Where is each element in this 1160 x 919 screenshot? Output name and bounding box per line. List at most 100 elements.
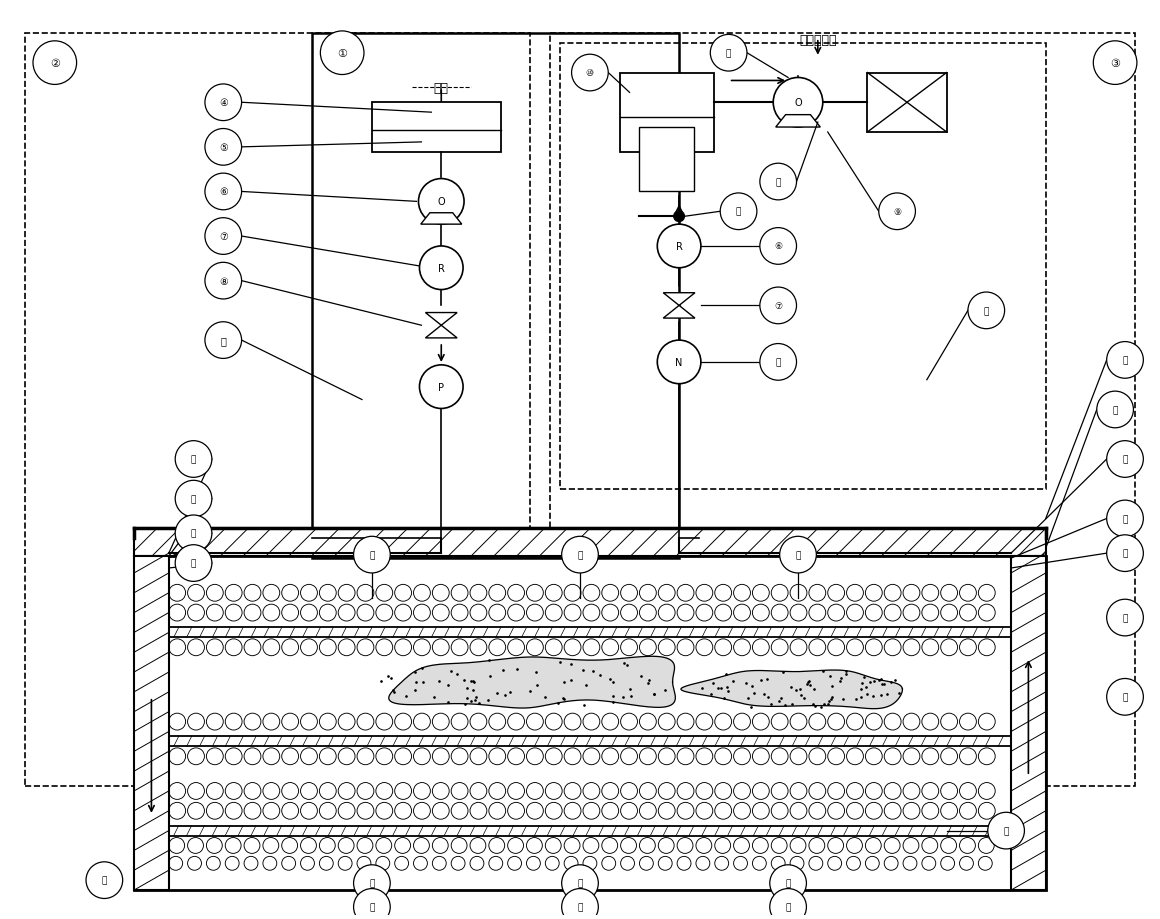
- Circle shape: [760, 288, 797, 324]
- Circle shape: [967, 293, 1005, 329]
- Circle shape: [175, 516, 212, 552]
- Bar: [135, 528, 1046, 557]
- Text: ㉖: ㉖: [1003, 826, 1009, 835]
- Text: ⑭: ⑭: [1112, 405, 1118, 414]
- Text: N: N: [675, 357, 683, 368]
- Bar: [550, 34, 1134, 786]
- Circle shape: [1107, 501, 1144, 538]
- Text: ⑮: ⑮: [1123, 356, 1128, 365]
- Circle shape: [205, 323, 241, 359]
- Text: ㉒: ㉒: [785, 879, 791, 888]
- Text: ⑦: ⑦: [774, 301, 782, 311]
- Text: ⑨: ⑨: [893, 208, 901, 217]
- Text: ⑲: ⑲: [191, 559, 196, 568]
- Polygon shape: [426, 326, 457, 338]
- Text: 排放至大气: 排放至大气: [799, 34, 836, 47]
- Circle shape: [32, 41, 77, 85]
- Text: ⑰: ⑰: [1123, 455, 1128, 464]
- Circle shape: [354, 865, 390, 902]
- Text: ㉑: ㉑: [578, 879, 582, 888]
- Circle shape: [770, 889, 806, 919]
- Text: ④: ④: [219, 98, 227, 108]
- Text: ⑰: ⑰: [191, 455, 196, 464]
- Bar: [135, 557, 168, 891]
- Circle shape: [1107, 535, 1144, 572]
- Text: ②: ②: [50, 59, 60, 69]
- Polygon shape: [389, 656, 675, 709]
- Circle shape: [175, 441, 212, 478]
- Circle shape: [1107, 679, 1144, 715]
- Circle shape: [420, 246, 463, 290]
- Polygon shape: [664, 293, 695, 306]
- Text: ⑱: ⑱: [1123, 515, 1128, 524]
- Text: O: O: [437, 198, 445, 207]
- Text: ⑬: ⑬: [220, 335, 226, 346]
- Circle shape: [354, 537, 390, 573]
- Bar: [26, 34, 530, 786]
- Text: ⑳: ⑳: [102, 876, 107, 885]
- Circle shape: [988, 812, 1024, 849]
- Text: P: P: [438, 382, 444, 392]
- Circle shape: [354, 889, 390, 919]
- Circle shape: [205, 263, 241, 300]
- Text: R: R: [675, 242, 682, 252]
- Bar: [135, 557, 1046, 891]
- Bar: [639, 128, 694, 192]
- Circle shape: [1107, 342, 1144, 379]
- Circle shape: [1107, 599, 1144, 636]
- Text: ③: ③: [1110, 59, 1121, 69]
- Circle shape: [86, 862, 123, 899]
- Text: ⑯: ⑯: [191, 494, 196, 504]
- Bar: [560, 44, 1046, 489]
- Text: ㉑: ㉑: [785, 902, 791, 912]
- Circle shape: [1094, 41, 1137, 85]
- Circle shape: [561, 537, 599, 573]
- Text: ⑬: ⑬: [984, 307, 989, 315]
- Text: ⑩: ⑩: [586, 69, 594, 78]
- Bar: [372, 103, 501, 153]
- Circle shape: [1096, 391, 1133, 428]
- Bar: [868, 74, 947, 133]
- Circle shape: [205, 174, 241, 210]
- Circle shape: [774, 78, 822, 128]
- Polygon shape: [426, 313, 457, 326]
- Text: ⑱: ⑱: [191, 529, 196, 539]
- Circle shape: [561, 865, 599, 902]
- Circle shape: [175, 545, 212, 582]
- Circle shape: [770, 865, 806, 902]
- Text: ①: ①: [338, 49, 347, 59]
- Circle shape: [674, 211, 684, 222]
- Bar: [619, 74, 713, 153]
- Text: ㉕: ㉕: [1123, 693, 1128, 701]
- Text: ㉒: ㉒: [578, 902, 582, 912]
- Text: ⑤: ⑤: [219, 142, 227, 153]
- Circle shape: [658, 341, 701, 384]
- Circle shape: [419, 179, 464, 225]
- Text: ㉓: ㉓: [369, 879, 375, 888]
- Circle shape: [720, 194, 756, 231]
- Text: R: R: [437, 264, 444, 274]
- Circle shape: [780, 537, 817, 573]
- Text: ㉗: ㉗: [726, 49, 731, 58]
- Text: ⑥: ⑥: [219, 187, 227, 198]
- Text: ⑲: ⑲: [1123, 549, 1128, 558]
- Circle shape: [658, 225, 701, 268]
- Polygon shape: [421, 213, 462, 225]
- Text: ㉘: ㉘: [735, 208, 741, 217]
- Text: ⑥: ⑥: [774, 243, 782, 251]
- Bar: [1012, 557, 1046, 891]
- Circle shape: [572, 55, 608, 92]
- Polygon shape: [664, 306, 695, 319]
- Text: ㉒: ㉒: [796, 550, 800, 560]
- Text: ⑦: ⑦: [219, 232, 227, 242]
- Text: ⑫: ⑫: [776, 358, 781, 367]
- Circle shape: [710, 35, 747, 72]
- Text: ㉑: ㉑: [578, 550, 582, 560]
- Text: ㉓: ㉓: [369, 550, 375, 560]
- Circle shape: [1107, 441, 1144, 478]
- Circle shape: [205, 130, 241, 166]
- Circle shape: [879, 194, 915, 231]
- Text: ⑳: ⑳: [369, 902, 375, 912]
- Circle shape: [420, 366, 463, 409]
- Circle shape: [205, 219, 241, 255]
